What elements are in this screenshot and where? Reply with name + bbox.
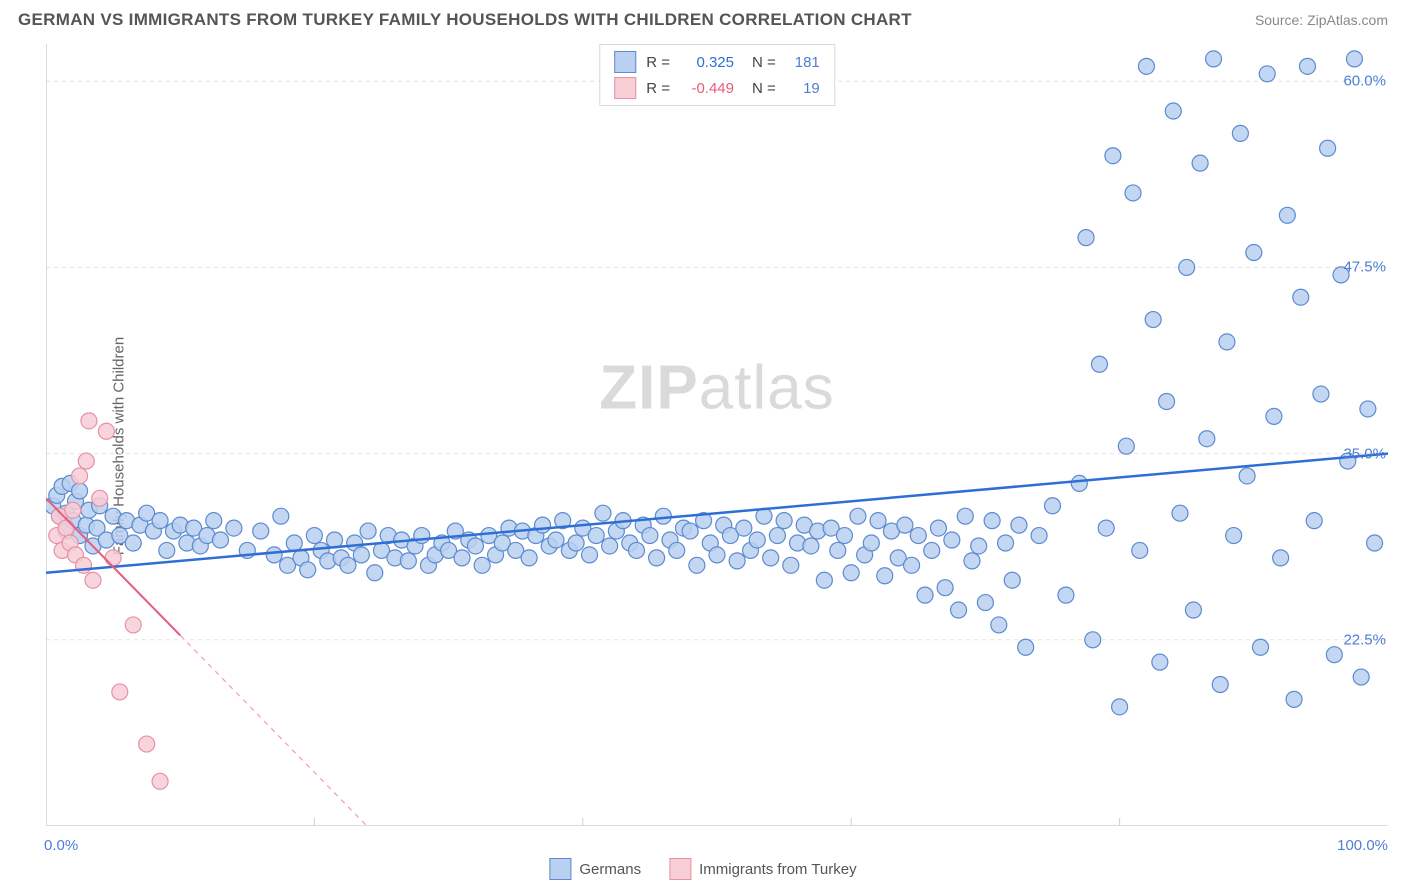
legend-row: R = -0.449 N = 19 <box>600 75 834 101</box>
correlation-legend: R = 0.325 N = 181 R = -0.449 N = 19 <box>599 44 835 106</box>
legend-r-value: -0.449 <box>680 80 734 97</box>
legend-n-label: N = <box>752 54 776 71</box>
chart-title: GERMAN VS IMMIGRANTS FROM TURKEY FAMILY … <box>18 10 912 30</box>
series-legend: Germans Immigrants from Turkey <box>549 858 856 880</box>
legend-n-value: 181 <box>786 54 820 71</box>
legend-n-value: 19 <box>786 80 820 97</box>
y-tick-label: 60.0% <box>1343 73 1390 90</box>
legend-swatch <box>614 77 636 99</box>
legend-label: Immigrants from Turkey <box>699 861 857 878</box>
chart-area: ZIPatlas R =0.325N =181R =-0.449N =19 22… <box>46 44 1388 826</box>
legend-swatch <box>669 858 691 880</box>
legend-item: Germans <box>549 858 641 880</box>
y-tick-label: 22.5% <box>1343 631 1390 648</box>
y-tick-label: 47.5% <box>1343 259 1390 276</box>
legend-swatch <box>549 858 571 880</box>
legend-label: Germans <box>579 861 641 878</box>
legend-swatch <box>614 51 636 73</box>
legend-r-value: 0.325 <box>680 54 734 71</box>
legend-r-label: R = <box>646 54 670 71</box>
legend-item: Immigrants from Turkey <box>669 858 857 880</box>
y-tick-label: 35.0% <box>1343 445 1390 462</box>
legend-n-label: N = <box>752 80 776 97</box>
scatter-plot-svg <box>46 44 1388 826</box>
x-tick-label: 100.0% <box>1337 837 1388 854</box>
chart-source: Source: ZipAtlas.com <box>1255 12 1388 28</box>
legend-row: R = 0.325 N = 181 <box>600 49 834 75</box>
x-tick-label: 0.0% <box>44 837 78 854</box>
legend-r-label: R = <box>646 80 670 97</box>
